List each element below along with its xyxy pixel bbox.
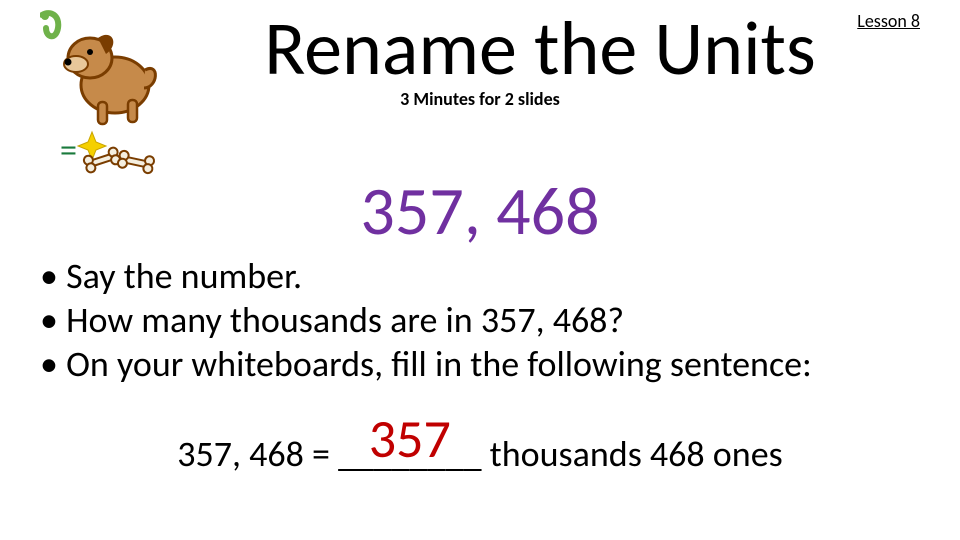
instruction-bullets: Say the number. How many thousands are i…	[40, 255, 930, 387]
fill-answer: 357	[338, 406, 481, 472]
page-title: Rename the Units	[160, 10, 920, 90]
fill-sentence: 357, 468 = 357________ thousands 468 one…	[0, 432, 960, 476]
featured-number: 357, 468	[0, 170, 960, 253]
bullet-item: Say the number.	[40, 255, 930, 299]
fill-rhs: thousands 468 ones	[482, 432, 783, 476]
title-block: Rename the Units 3 Minutes for 2 slides	[160, 10, 920, 110]
bullet-item: How many thousands are in 357, 468?	[40, 299, 930, 343]
fill-lhs: 357, 468 =	[177, 432, 338, 476]
bullet-item: On your whiteboards, fill in the followi…	[40, 343, 930, 387]
title-row: = Rename the Units 3 Minutes for 2 slid	[40, 10, 920, 175]
svg-text:=: =	[60, 134, 77, 167]
fill-blank-wrap: 357________	[338, 432, 481, 476]
